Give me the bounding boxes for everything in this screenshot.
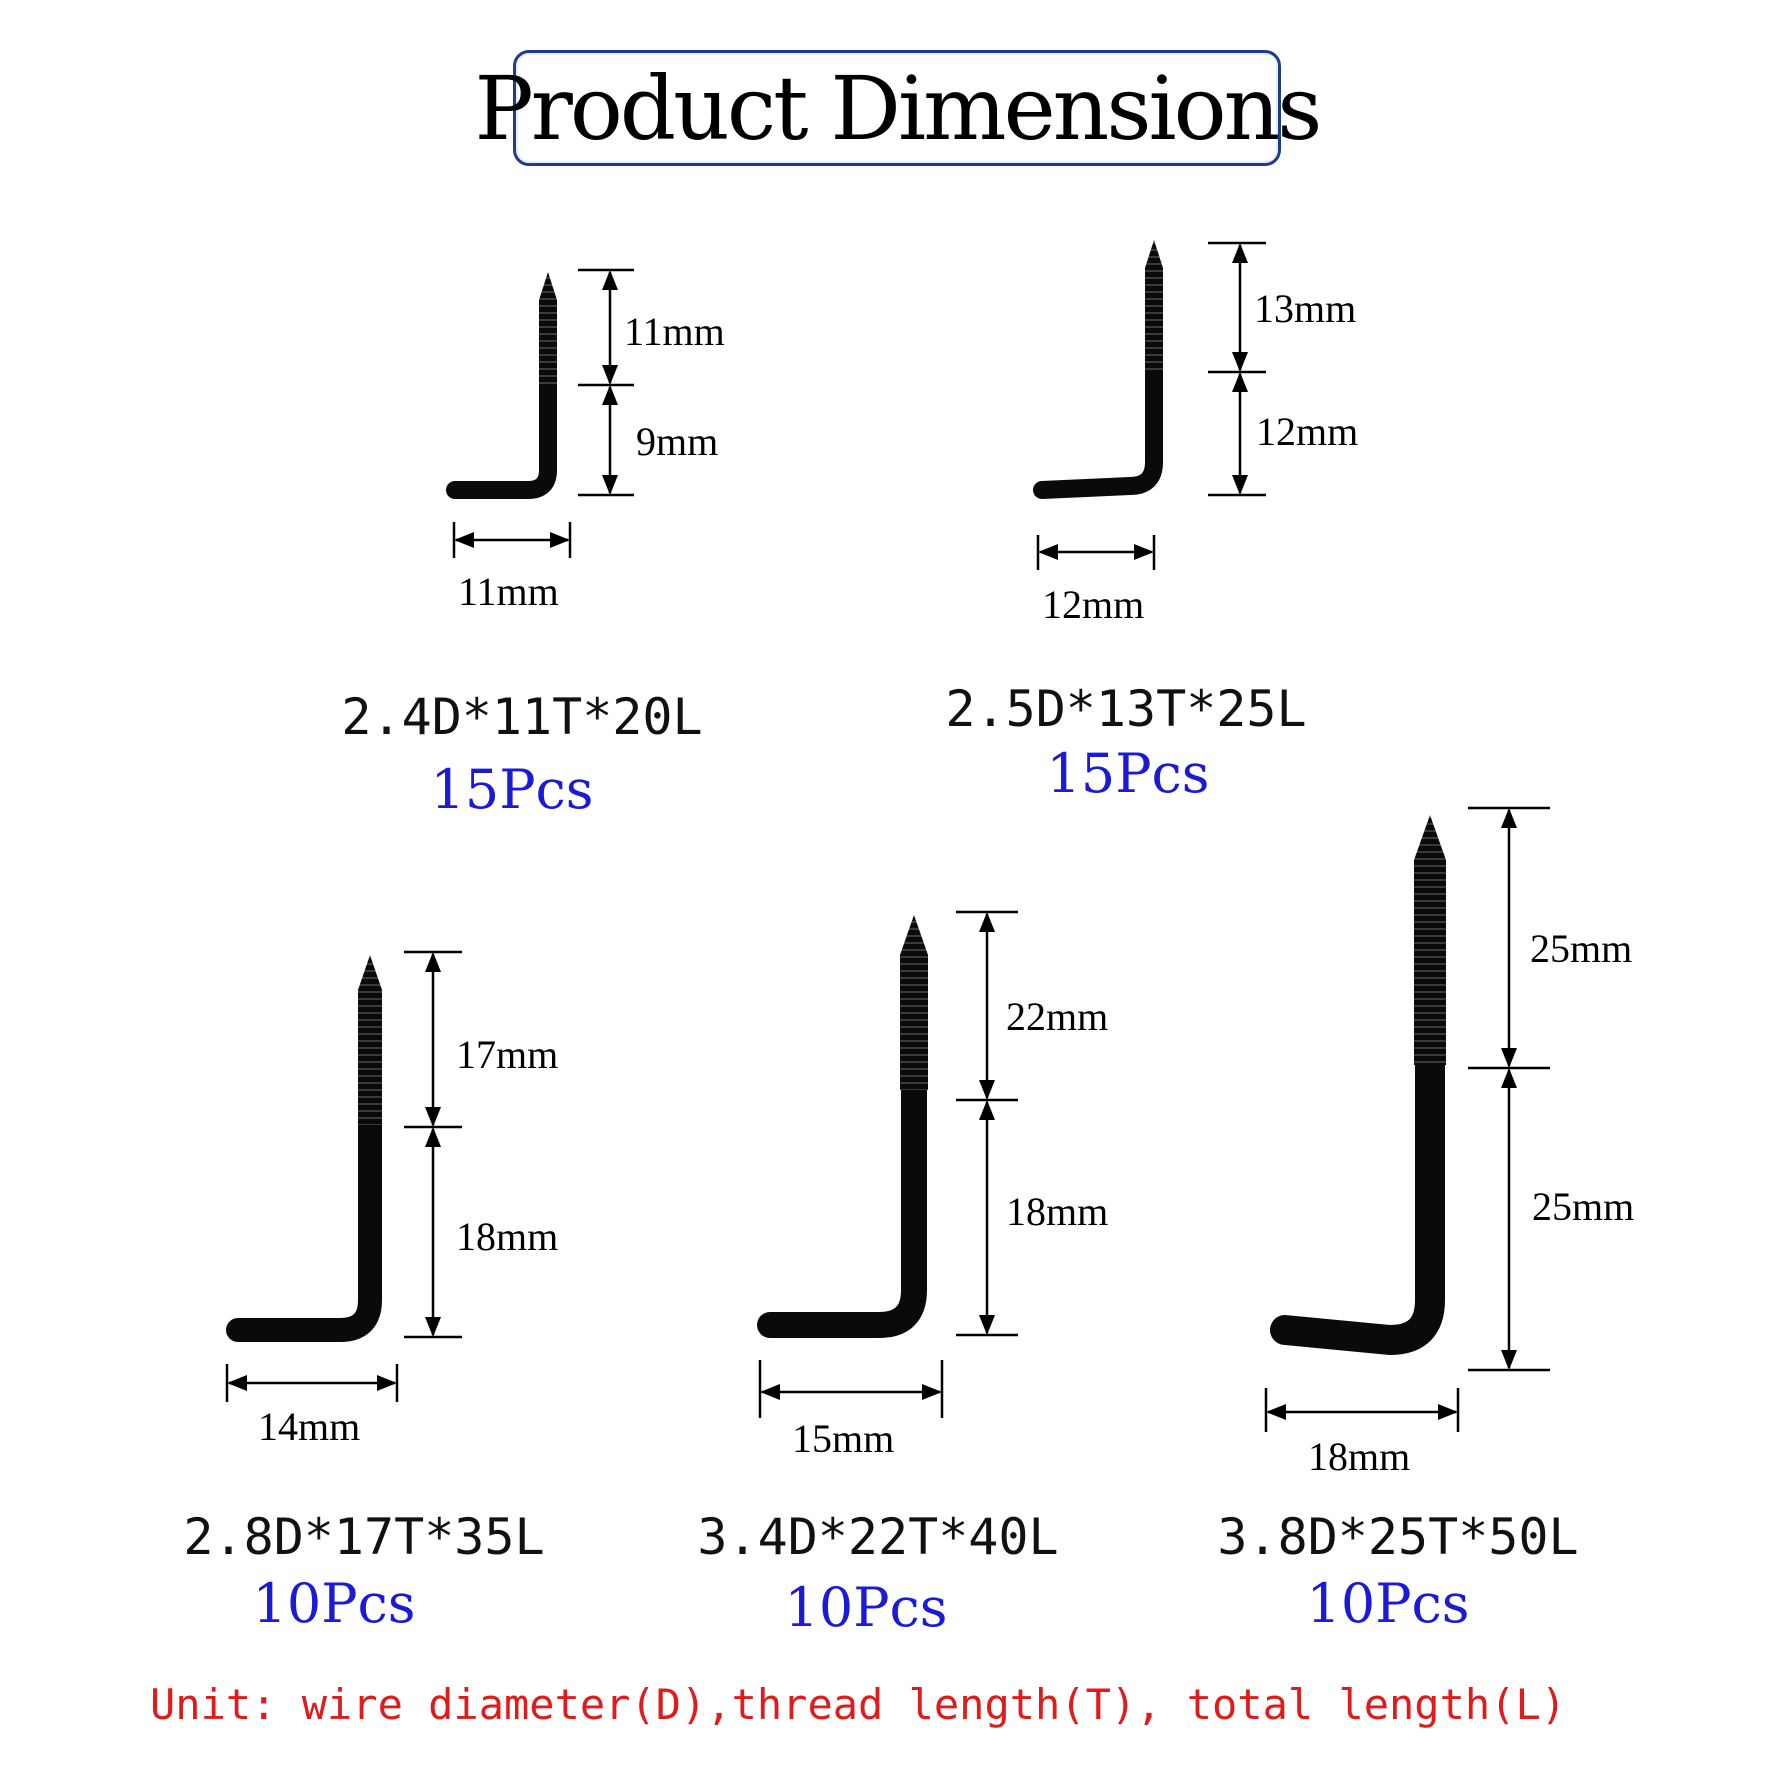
- hook-4-leg-label: 15mm: [792, 1416, 894, 1461]
- spec-label-4: 3.4D*22T*40L: [697, 1508, 1059, 1566]
- hook-5-thread: [1414, 815, 1446, 1065]
- quantity-label-4: 10Pcs: [784, 1576, 948, 1639]
- hook-2-thread-label: 13mm: [1254, 286, 1356, 331]
- hook-3: 17mm 18mm 14mm: [225, 950, 558, 1449]
- hook-1-body: [446, 376, 557, 499]
- hook-4-thread-label: 22mm: [1006, 994, 1108, 1039]
- quantity-label-2: 15Pcs: [1046, 742, 1210, 805]
- spec-label-1: 2.4D*11T*20L: [341, 688, 703, 746]
- hook-3-shank-label: 18mm: [456, 1214, 558, 1259]
- hook-2: 13mm 12mm 12mm: [1033, 240, 1358, 627]
- title-banner: Product Dimensions: [475, 50, 1322, 166]
- quantity-label-5: 10Pcs: [1306, 1572, 1470, 1635]
- hook-2-body: [1033, 361, 1163, 499]
- hook-2-leg-label: 12mm: [1042, 582, 1144, 627]
- hook-5: 25mm 25mm 18mm: [1264, 806, 1634, 1479]
- hook-4-shank-label: 18mm: [1006, 1189, 1108, 1234]
- hook-5-leg-label: 18mm: [1308, 1434, 1410, 1479]
- hook-4-body: [757, 1077, 927, 1338]
- hook-3-leg-label: 14mm: [258, 1404, 360, 1449]
- spec-label-2: 2.5D*13T*25L: [945, 680, 1307, 738]
- hook-2-thread: [1145, 240, 1163, 370]
- hook-5-body: [1270, 1045, 1445, 1356]
- hook-3-thread: [358, 955, 382, 1125]
- quantity-label-1: 15Pcs: [430, 758, 594, 821]
- spec-label-3: 2.8D*17T*35L: [183, 1508, 545, 1566]
- hook-3-body: [226, 1113, 382, 1342]
- quantity-label-3: 10Pcs: [252, 1572, 416, 1635]
- hook-1-thread: [539, 272, 557, 385]
- hook-4: 22mm 18mm 15mm: [757, 910, 1108, 1461]
- hook-1-thread-label: 11mm: [624, 309, 725, 354]
- unit-note: Unit: wire diameter(D),thread length(T),…: [150, 1680, 1567, 1729]
- hook-1-shank-label: 9mm: [636, 419, 718, 464]
- hook-1-leg-label: 11mm: [458, 569, 559, 614]
- hook-5-thread-label: 25mm: [1530, 926, 1632, 971]
- page-title: Product Dimensions: [474, 56, 1323, 160]
- hook-5-shank-label: 25mm: [1532, 1184, 1634, 1229]
- hook-3-thread-label: 17mm: [456, 1032, 558, 1077]
- hook-1: 11mm 9mm 11mm: [446, 268, 725, 614]
- spec-label-5: 3.8D*25T*50L: [1217, 1508, 1579, 1566]
- hook-2-shank-label: 12mm: [1256, 409, 1358, 454]
- hook-4-thread: [900, 915, 928, 1090]
